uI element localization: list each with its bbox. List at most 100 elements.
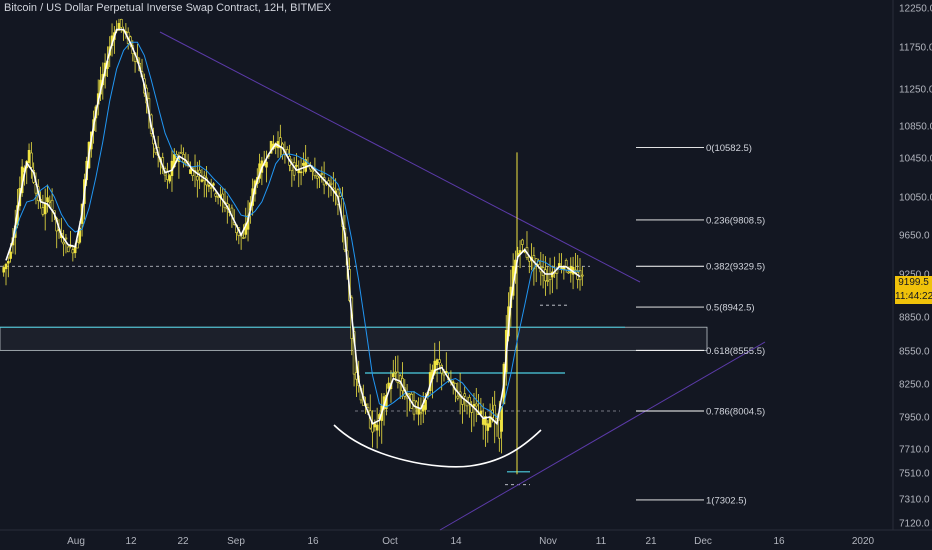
candle-body	[30, 152, 33, 168]
time-tick-label: Dec	[694, 536, 712, 547]
candle-body	[196, 176, 199, 181]
candle-body	[27, 150, 31, 163]
candle-body	[200, 179, 204, 182]
candle-body	[581, 274, 584, 277]
candle-body	[451, 381, 455, 384]
price-tick-label: 11750.0	[899, 43, 932, 54]
candle-body	[7, 261, 10, 264]
candle-body	[375, 424, 379, 431]
fibonacci-levels: 0(10582.5) 0.236(9808.5) 0.382(9329.5) 0.5(…	[636, 143, 765, 506]
price-tick-label: 7710.0	[899, 445, 930, 456]
candle-body	[214, 193, 218, 197]
candle-body	[279, 137, 282, 149]
candle-body	[315, 175, 319, 179]
candle-body	[474, 403, 478, 407]
ascending-trend-line	[439, 341, 766, 531]
candle-body	[456, 395, 460, 399]
candle-body	[387, 382, 390, 389]
fib-level-label: 0.786(8004.5)	[706, 407, 765, 418]
candle-body	[394, 371, 397, 374]
fib-level-label: 0(10582.5)	[706, 143, 752, 154]
time-tick-label: 21	[645, 536, 657, 547]
candle-body	[415, 401, 418, 409]
candle-body	[212, 183, 215, 186]
candle-body	[41, 207, 45, 215]
candle-body	[578, 270, 582, 281]
candle-body	[424, 399, 427, 410]
slow-moving-average	[5, 41, 580, 419]
time-axis: Aug 12 22 Sep 16 Oct 14 Nov 11 21 Dec 16 2020	[67, 536, 874, 547]
price-tick-label: 8250.0	[899, 380, 930, 391]
last-price-badge: 9199.5	[895, 276, 932, 290]
fast-moving-average	[5, 28, 581, 426]
candle-body	[46, 197, 49, 202]
price-tick-label: 7510.0	[899, 469, 930, 480]
fib-level-label: 1(7302.5)	[706, 495, 747, 506]
fib-level-label: 0.618(8555.5)	[706, 346, 765, 357]
time-tick-label: Oct	[382, 536, 398, 547]
candle-body	[48, 200, 52, 203]
candle-body	[76, 242, 79, 249]
price-tick-label: 10450.0	[899, 154, 932, 165]
candle-body	[209, 187, 213, 189]
time-tick-label: 16	[773, 536, 785, 547]
candle-body	[472, 404, 476, 407]
fib-level-label: 0.382(9329.5)	[706, 262, 765, 273]
candle-body	[168, 175, 171, 182]
candle-body	[567, 271, 570, 274]
candle-body	[498, 419, 501, 439]
candle-body	[50, 199, 54, 210]
candle-body	[391, 373, 395, 378]
price-axis: 12250.0 11750.0 11250.0 10850.0 10450.0 10050…	[899, 4, 932, 530]
candle-body	[463, 393, 467, 397]
candle-body	[2, 267, 5, 273]
candle-body	[564, 260, 568, 271]
candle-body	[242, 237, 245, 239]
descending-trend-line	[159, 31, 641, 283]
price-tick-label: 12250.0	[899, 4, 932, 15]
fib-level-label: 0.236(9808.5)	[706, 215, 765, 226]
candle-body	[198, 169, 201, 174]
candle-body	[304, 159, 307, 172]
price-tick-label: 8550.0	[899, 347, 930, 358]
candlesticks	[2, 18, 584, 475]
price-tick-label: 10050.0	[899, 193, 932, 204]
candle-body	[71, 249, 75, 254]
candle-body	[179, 152, 183, 154]
candle-body	[119, 18, 123, 28]
candle-body	[320, 173, 324, 175]
candle-body	[408, 393, 411, 396]
time-tick-label: 2020	[852, 536, 875, 547]
candle-body	[299, 171, 303, 174]
candle-body	[398, 375, 402, 384]
time-tick-label: 22	[177, 536, 189, 547]
candle-body	[419, 412, 423, 415]
candle-body	[546, 280, 550, 282]
time-tick-label: Sep	[227, 536, 245, 547]
time-tick-label: Nov	[539, 536, 557, 547]
price-tick-label: 8850.0	[899, 313, 930, 324]
candle-body	[329, 182, 333, 185]
candle-body	[189, 169, 192, 174]
cup-curve	[333, 424, 542, 468]
trend-lines	[159, 31, 766, 531]
grid	[0, 0, 932, 531]
chart-title: Bitcoin / US Dollar Perpetual Inverse Sw…	[4, 2, 332, 14]
candle-body	[269, 140, 273, 154]
price-tick-label: 9250.0	[899, 270, 930, 281]
candle-body	[438, 359, 441, 364]
candle-body	[311, 169, 314, 172]
horizontal-zone	[0, 265, 708, 486]
candle-body	[548, 273, 552, 280]
candle-body	[9, 251, 12, 259]
price-tick-label: 7120.0	[899, 519, 930, 530]
candle-body	[484, 416, 487, 426]
candle-body	[166, 171, 169, 180]
cup-pattern-curve	[333, 424, 542, 468]
candle-body	[500, 406, 503, 432]
moving-averages	[5, 28, 581, 426]
price-tick-label: 9650.0	[899, 231, 930, 242]
price-tick-label: 11250.0	[899, 85, 932, 96]
candle-body	[412, 400, 416, 415]
